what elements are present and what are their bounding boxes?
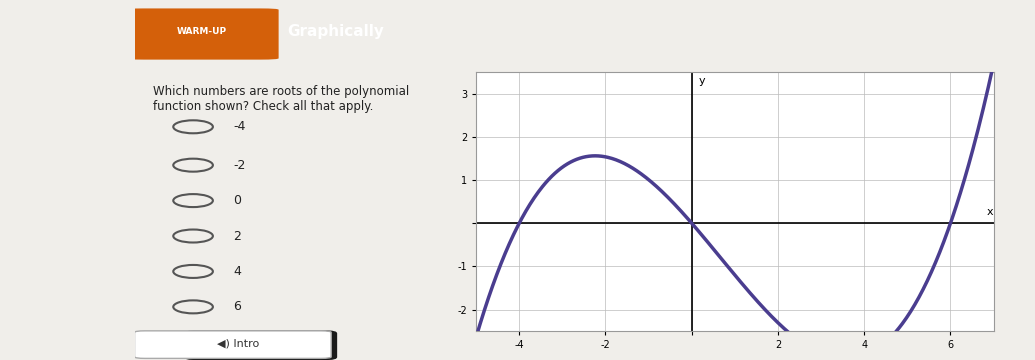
Text: 4: 4 (234, 265, 241, 278)
Text: 6: 6 (234, 300, 241, 313)
Text: y: y (699, 76, 705, 86)
FancyBboxPatch shape (125, 8, 278, 60)
Text: 2: 2 (234, 230, 241, 243)
Text: DONE: DONE (220, 340, 256, 350)
Text: WARM-UP: WARM-UP (177, 27, 227, 36)
Text: Graphically: Graphically (288, 24, 384, 39)
Text: -2: -2 (234, 159, 246, 172)
FancyBboxPatch shape (135, 331, 331, 359)
Text: x: x (987, 207, 994, 217)
Text: -4: -4 (234, 120, 246, 133)
FancyBboxPatch shape (184, 330, 337, 360)
Text: ◀) Intro: ◀) Intro (217, 339, 259, 349)
Text: 0: 0 (234, 194, 241, 207)
Text: ✓: ✓ (309, 340, 320, 350)
Text: Which numbers are roots of the polynomial
function shown? Check all that apply.: Which numbers are roots of the polynomia… (152, 85, 409, 113)
